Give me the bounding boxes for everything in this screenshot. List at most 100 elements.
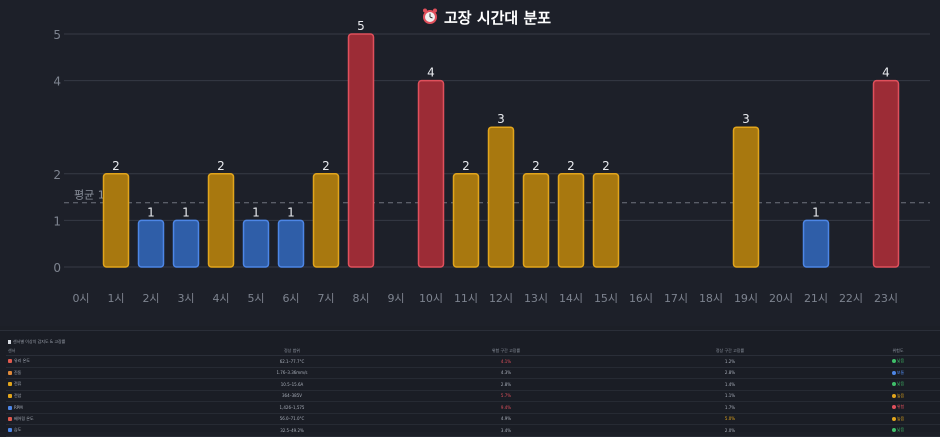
bar [277,219,305,268]
status-dot-icon [891,359,896,364]
data-label: 1 [287,205,295,219]
status-dot-icon [891,428,896,433]
cell-level: 낮음 [842,355,940,368]
x-tick-label: 13시 [524,292,548,305]
bars-layer: 2 1 1 2 1 1 2 5 4 2 3 2 2 2 3 1 4 [102,19,900,268]
cell-level: 위험 [842,401,940,414]
level-badge: 낮음 [896,427,905,433]
table-row: 습도 32.5–49.2% 3.4% 2.0% 낮음 [6,424,940,437]
alarm-clock-icon [423,8,437,24]
cell-normal-rate: 1.2% [618,355,842,368]
table-header-row: 센서 정상 범위 위험 구간 고장률 정상 구간 고장률 위험도 [6,347,940,356]
level-badge: 보통 [896,369,905,375]
cell-range: 1,426–1,575 [190,401,394,414]
cell-level: 낮음 [842,424,940,437]
bar [207,173,235,268]
thermometer-icon [8,359,12,364]
x-tick-label: 5시 [247,292,264,305]
cell-sensor: 전류 [6,378,190,391]
cell-range: 1.76–3.36mm/s [190,367,394,379]
header-level[interactable]: 위험도 [842,347,940,356]
droplet-icon [8,428,12,433]
cell-normal-rate: 2.8% [618,367,842,379]
cell-range: 62.1–77.7°C [190,355,394,368]
level-badge: 위험 [896,404,905,410]
cell-sensor: 전압 [6,390,190,402]
bar [102,173,130,268]
bar [732,126,760,268]
y-tick-label: 2 [53,168,61,182]
data-label: 3 [742,112,750,126]
table-row: 진동 1.76–3.36mm/s 4.3% 2.8% 보통 [6,367,940,379]
chart-title-group: 고장 시간대 분포 [423,8,551,27]
cell-level: 높음 [842,390,940,402]
bar [872,79,900,268]
header-sensor[interactable]: 센서 [6,347,190,356]
cell-range: 56.0–71.0°C [190,413,394,425]
level-badge: 높음 [896,415,905,421]
x-tick-label: 9시 [387,292,404,305]
x-tick-label: 0시 [72,292,89,305]
header-normal-rate[interactable]: 정상 구간 고장률 [618,347,842,356]
bar [417,79,445,268]
sensor-name: 전압 [14,392,22,398]
data-label: 2 [112,159,120,173]
x-tick-label: 6시 [282,292,299,305]
y-tick-label: 1 [53,214,61,228]
cell-normal-rate: 5.0% [618,413,842,425]
x-tick-label: 10시 [419,292,443,305]
y-tick-label: 4 [53,75,61,89]
level-badge: 낮음 [896,381,905,387]
data-label: 3 [497,112,505,126]
table-title: 센서별 이상치 감지도 & 고장률 [8,339,65,345]
sensor-name: 습도 [14,427,22,433]
bar [487,126,515,268]
sensor-name: 베어링 온도 [14,415,34,421]
sensor-table: 센서 정상 범위 위험 구간 고장률 정상 구간 고장률 위험도 유리 온도 62… [6,347,940,437]
cell-normal-rate: 2.0% [618,424,842,437]
bar [452,173,480,268]
cell-risk-rate: 2.8% [394,378,618,391]
bar [557,173,585,268]
x-tick-label: 11시 [454,292,478,305]
data-label: 1 [252,205,260,219]
data-label: 4 [882,66,890,80]
x-tick-label: 3시 [177,292,194,305]
level-badge: 높음 [896,392,905,398]
sensor-name: RPM [14,404,23,410]
cell-range: 32.5–49.2% [190,424,394,437]
header-risk-rate[interactable]: 위험 구간 고장률 [394,347,618,356]
table-row: 전압 364–385V 5.7% 1.1% 높음 [6,390,940,402]
axis-layer: 0 1 2 4 5 0시 1시 2시 3시 4시 5시 6시 7시 8시 9시 10시 11시 12시 13시 14시… [53,28,898,305]
vibration-icon [8,370,12,375]
table-row: RPM 1,426–1,575 9.4% 1.7% 위험 [6,401,940,414]
data-label: 5 [357,19,365,33]
cell-normal-rate: 1.4% [618,378,842,391]
cell-level: 높음 [842,413,940,425]
cell-risk-rate: 9.4% [394,401,618,414]
cell-risk-rate: 4.3% [394,367,618,379]
y-tick-label: 5 [53,28,61,42]
x-tick-label: 8시 [352,292,369,305]
cell-range: 10.5–15.6A [190,378,394,391]
x-tick-label: 20시 [769,292,793,305]
data-label: 1 [812,205,820,219]
x-tick-label: 18시 [699,292,723,305]
status-dot-icon [891,382,896,387]
x-tick-label: 2시 [142,292,159,305]
cell-risk-rate: 4.1% [394,355,618,368]
table-row: 유리 온도 62.1–77.7°C 4.1% 1.2% 낮음 [6,355,940,368]
data-label: 2 [602,159,610,173]
data-label: 2 [462,159,470,173]
status-dot-icon [891,370,896,375]
bar [592,173,620,268]
header-range[interactable]: 정상 범위 [190,347,394,356]
cell-sensor: 진동 [6,367,190,379]
bar [172,219,200,268]
x-tick-label: 21시 [804,292,828,305]
cell-normal-rate: 1.7% [618,401,842,414]
table-row: 베어링 온도 56.0–71.0°C 4.9% 5.0% 높음 [6,413,940,425]
x-tick-label: 7시 [317,292,334,305]
cell-risk-rate: 3.4% [394,424,618,437]
sensor-name: 유리 온도 [14,358,30,364]
